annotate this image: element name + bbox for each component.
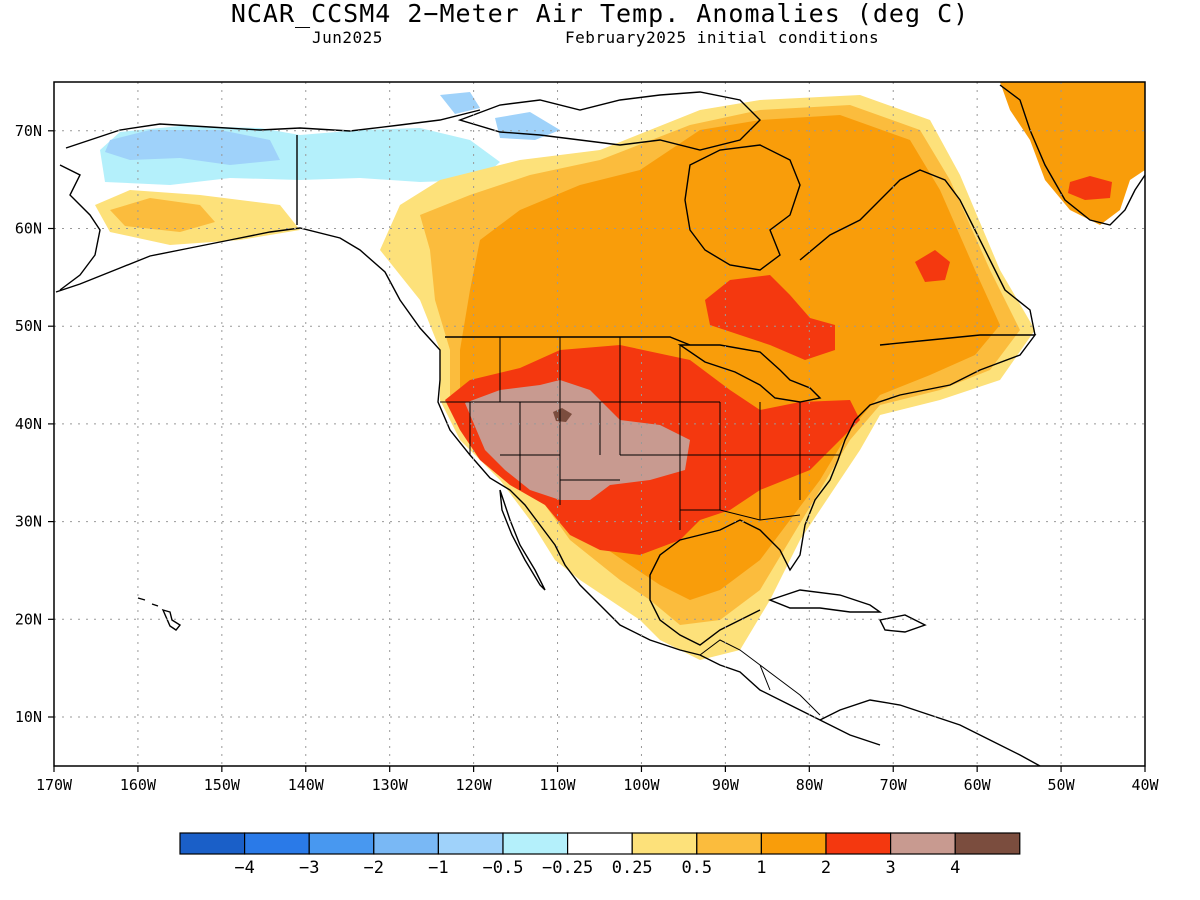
colorbar-label: −4 — [234, 858, 254, 878]
lon-label: 130W — [372, 776, 409, 794]
colorbar-swatch — [373, 832, 439, 855]
greenland-coast — [999, 84, 1145, 226]
lat-label: 10N — [15, 708, 42, 726]
longitude-labels: 170W 160W 150W 140W 130W 120W 110W 100W 90W 80W 70… — [36, 776, 1160, 794]
lon-label: 40W — [1131, 776, 1159, 794]
lon-label: 150W — [204, 776, 241, 794]
colorbar-swatch — [244, 832, 310, 855]
lon-label: 110W — [539, 776, 576, 794]
great-lakes — [677, 344, 822, 403]
southwest-alaska-warm-core — [110, 198, 215, 232]
alaska-north-coast — [65, 109, 481, 149]
lat-label: 50N — [15, 317, 42, 335]
cuba — [767, 589, 883, 613]
gulf-and-east-coast — [649, 334, 1037, 646]
lat-label: 40N — [15, 415, 42, 433]
labrador-hot-spot — [915, 250, 950, 282]
colorbar-label: −0.5 — [483, 858, 524, 878]
greenland-hot-spot — [1068, 176, 1112, 200]
labrador-coast — [799, 169, 1036, 336]
south-america-north-coast — [819, 699, 1041, 766]
colorbar-swatch — [308, 832, 375, 855]
colorbar-swatch — [566, 832, 633, 855]
baja-california — [499, 489, 546, 591]
colorbar-labels: −4 −3 −2 −1 −0.5 −0.25 0.25 0.5 1 2 3 4 — [234, 858, 960, 878]
colorbar-swatch — [760, 832, 827, 855]
colorbar-swatch — [437, 832, 504, 855]
colorbar-swatch — [696, 832, 762, 855]
lon-label: 140W — [288, 776, 325, 794]
colorbar-swatch — [631, 832, 698, 855]
colorbar — [179, 832, 1021, 855]
lon-label: 50W — [1048, 776, 1076, 794]
colorbar-swatch — [889, 832, 956, 855]
colorbar-label: 4 — [950, 858, 960, 878]
colorbar-label: 1 — [756, 858, 766, 878]
coastlines — [55, 84, 1145, 766]
lat-label: 30N — [15, 513, 42, 531]
lon-label: 60W — [964, 776, 992, 794]
lon-label: 160W — [120, 776, 157, 794]
map-title: NCAR_CCSM4 2−Meter Air Temp. Anomalies (… — [230, 0, 970, 28]
lat-label: 70N — [15, 122, 42, 140]
colorbar-label: −0.25 — [542, 858, 593, 878]
lon-label: 100W — [623, 776, 660, 794]
initial-conditions-label: February2025 initial conditions — [565, 28, 880, 47]
colorbar-label: −1 — [428, 858, 448, 878]
colorbar-swatch — [825, 832, 892, 855]
colorbar-label: 3 — [885, 858, 895, 878]
lon-label: 120W — [456, 776, 493, 794]
lat-label: 20N — [15, 610, 42, 628]
alaska-cold-anomaly — [105, 130, 280, 165]
lon-label: 170W — [36, 776, 73, 794]
colorbar-label: 2 — [821, 858, 831, 878]
us-state-lines — [440, 337, 840, 530]
central-america-borders — [699, 639, 821, 716]
us-canada-border — [445, 336, 691, 346]
anomaly-shading — [95, 82, 1145, 660]
colorbar-swatch — [954, 832, 1021, 855]
alaska-west-coast — [59, 164, 101, 291]
hudson-bay-coast — [684, 144, 801, 271]
colorbar-swatch — [179, 832, 246, 855]
quebec-hot-region — [705, 275, 835, 360]
graticule — [54, 82, 1145, 766]
warm-three-to-four-region — [465, 380, 690, 500]
latitude-labels: 10N 20N 30N 40N 50N 60N 70N — [15, 122, 42, 726]
colorbar-label: 0.25 — [612, 858, 653, 878]
lon-label: 80W — [796, 776, 824, 794]
lat-label: 60N — [15, 220, 42, 238]
arctic-cold-anomaly — [440, 92, 560, 140]
colorbar-label: 0.5 — [681, 858, 712, 878]
lon-label: 90W — [712, 776, 740, 794]
valid-month-label: Jun2025 — [312, 28, 383, 47]
axis-ticks — [48, 130, 1146, 772]
arctic-islands — [457, 91, 761, 151]
colorbar-label: −3 — [299, 858, 319, 878]
north-america-west-coast — [55, 227, 881, 746]
hispaniola — [878, 614, 927, 633]
colorbar-swatch — [502, 832, 569, 855]
lon-label: 70W — [880, 776, 908, 794]
colorbar-label: −2 — [364, 858, 384, 878]
hawaii-islands — [137, 597, 182, 631]
